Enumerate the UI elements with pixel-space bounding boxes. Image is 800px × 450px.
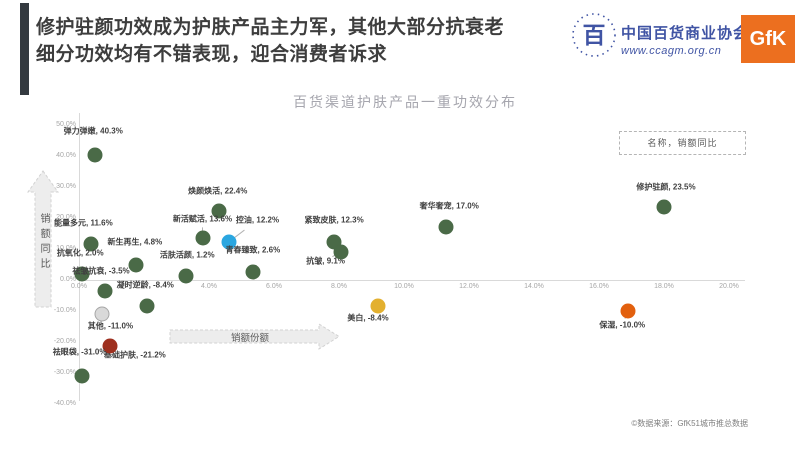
x-axis-tick: 4.0% (201, 283, 217, 290)
scatter-point (128, 257, 144, 273)
scatter-point (245, 264, 261, 280)
x-axis-tick: 14.0% (524, 283, 544, 290)
y-axis-tick: -20.0% (53, 338, 76, 345)
y-axis-tick: 50.0% (56, 121, 76, 128)
point-label: 新生再生, 4.8% (107, 237, 163, 247)
gfk-logo: GfK (741, 15, 795, 63)
point-label: 紧致皮肤, 12.3% (304, 215, 364, 225)
scatter-point (211, 203, 227, 219)
scatter-point (221, 234, 236, 250)
scatter-point (656, 199, 672, 215)
scatter-point (102, 338, 118, 354)
point-label: 焕颜焕活, 22.4% (188, 186, 248, 196)
scatter-point (87, 147, 103, 163)
point-label: 基础护肤, -21.2% (103, 350, 166, 360)
x-axis-tick: 18.0% (654, 283, 674, 290)
point-label: 控油, 12.2% (235, 215, 280, 225)
point-label: 抗皱, 9.1% (306, 256, 345, 266)
scatter-point (139, 298, 155, 314)
scatter-point (195, 230, 210, 246)
point-label: 新活赋活, 13.6% (172, 214, 233, 224)
scatter-point (370, 298, 386, 314)
x-axis-tick: 16.0% (589, 283, 609, 290)
x-axis-line (79, 280, 745, 281)
point-label: 祛眼袋, -31.0% (52, 347, 107, 357)
y-axis-tick: 10.0% (56, 245, 76, 252)
y-axis-label: 销额同比 (38, 213, 49, 273)
point-label: 青春臻致, 2.6% (225, 245, 281, 255)
point-label: 凝时逆龄, -8.4% (116, 280, 174, 290)
point-label: 弹力弹嫩, 40.3% (63, 126, 123, 136)
scatter-point (178, 268, 194, 284)
y-axis-tick: -30.0% (53, 369, 76, 376)
y-axis-tick: 40.0% (56, 152, 76, 159)
scatter-point (74, 368, 90, 384)
association-name: 中国百货商业协会 (621, 25, 750, 42)
scatter-point (438, 219, 454, 235)
y-axis-tick: 20.0% (56, 214, 76, 221)
y-axis-tick: 30.0% (56, 183, 76, 190)
y-axis-tick: 0.0% (60, 276, 76, 283)
y-axis-line (79, 113, 80, 401)
ccagm-emblem-icon: 百 (572, 13, 616, 57)
scatter-point (620, 303, 636, 319)
point-label: 活肤活颜, 1.2% (159, 250, 215, 260)
x-axis-arrow-icon (169, 323, 340, 350)
point-label: 保湿, -10.0% (599, 320, 646, 330)
point-label: 祛皱抗衰, -3.5% (72, 266, 130, 276)
association-url: www.ccagm.org.cn (621, 45, 722, 57)
chart-title: 百货渠道护肤产品一重功效分布 (293, 94, 517, 110)
scatter-point (333, 244, 349, 260)
point-label: 其他, -11.0% (87, 321, 134, 331)
slide-title-line2: 细分功效均有不错表现，迎合消费者诉求 (36, 44, 388, 65)
point-label: 美白, -8.4% (347, 313, 389, 323)
x-axis-tick: 6.0% (266, 283, 282, 290)
title-accent-bar (20, 3, 29, 95)
y-axis-arrow-icon (27, 170, 59, 308)
point-label: 能量多元, 11.6% (54, 218, 113, 228)
scatter-point (74, 266, 90, 282)
x-axis-tick: 10.0% (394, 283, 414, 290)
x-axis-tick: 20.0% (719, 283, 739, 290)
x-axis-label: 销额份额 (230, 333, 269, 344)
scatter-point (83, 236, 99, 252)
y-axis-tick: -40.0% (53, 400, 76, 407)
data-source-note: ©数据来源：GfK51城市推总数据 (631, 419, 748, 428)
scatter-point (97, 283, 113, 299)
scatter-point (94, 306, 110, 322)
slide-title: 修护驻颜功效成为护肤产品主力军，其他大部分抗衰老 细分功效均有不错表现，迎合消费… (36, 14, 566, 68)
legend-note-box: 名称，销额同比 (619, 131, 746, 155)
point-label: 奢华奢宠, 17.0% (419, 201, 479, 211)
association-text-block: 中国百货商业协会 www.ccagm.org.cn (621, 22, 749, 57)
slide-title-line1: 修护驻颜功效成为护肤产品主力军，其他大部分抗衰老 (36, 17, 505, 38)
x-axis-tick: 12.0% (459, 283, 479, 290)
y-axis-tick: -10.0% (53, 307, 76, 314)
svg-text:百: 百 (583, 22, 606, 48)
point-label: 抗氧化, 2.0% (56, 248, 104, 258)
x-axis-tick: 0.0% (71, 283, 87, 290)
point-label: 修护驻颜, 23.5% (636, 182, 696, 192)
x-axis-tick: 8.0% (331, 283, 347, 290)
